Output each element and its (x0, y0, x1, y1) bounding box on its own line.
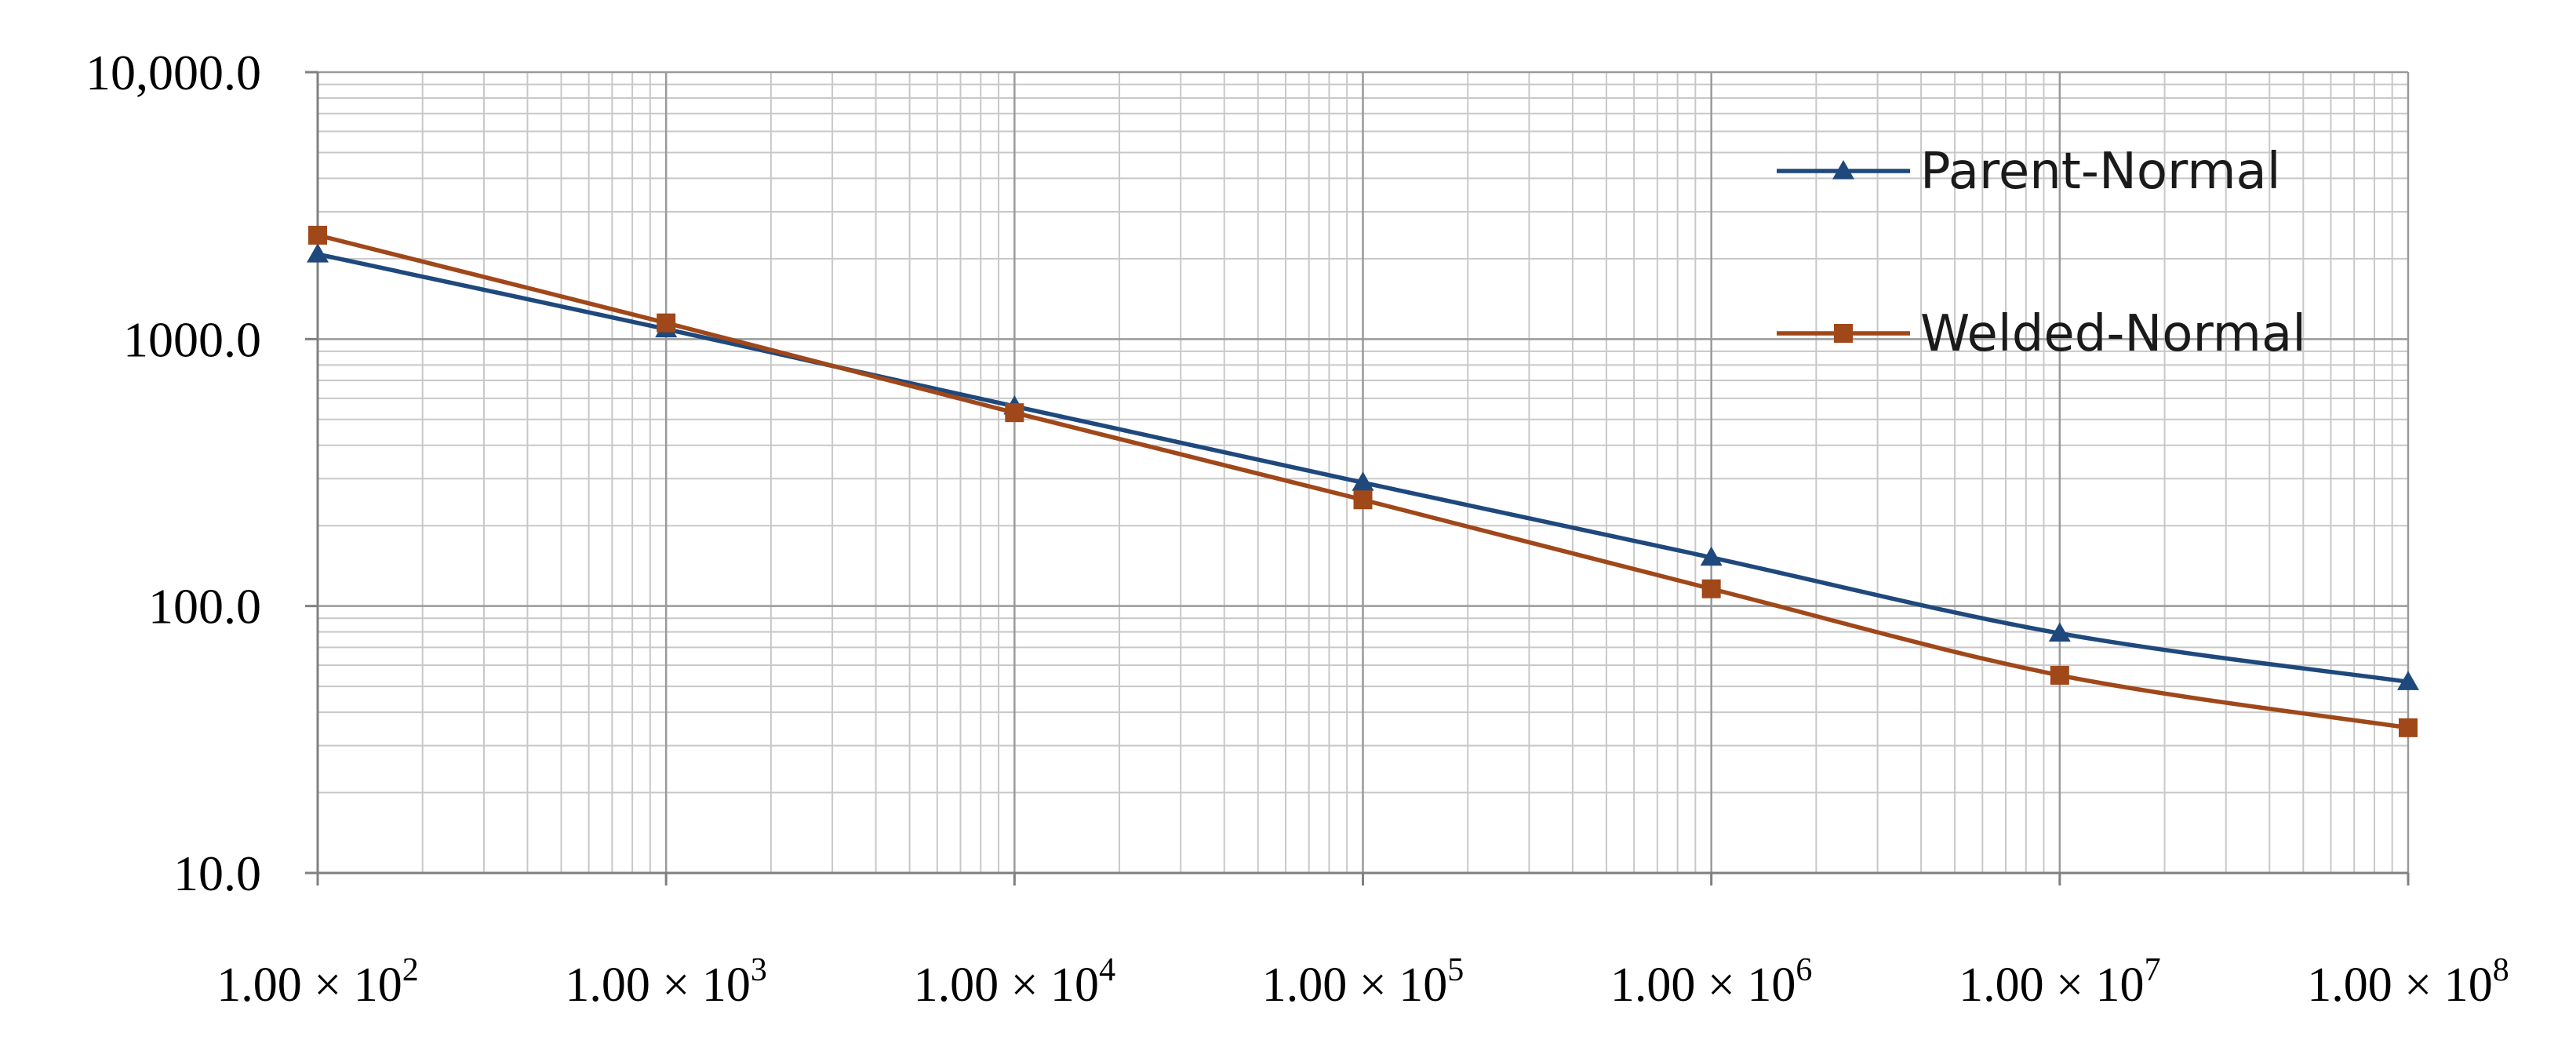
x-tick-label: 1.00 × 104 (914, 952, 1115, 1012)
legend-label: Welded-Normal (1920, 305, 2306, 363)
data-point (1352, 471, 1374, 491)
series-welded-normal (308, 225, 2418, 737)
x-tick-label-mantissa: 1.00 × 10 (1262, 958, 1447, 1012)
legend-entry: Welded-Normal (1777, 305, 2306, 363)
x-tick-label-mantissa: 1.00 × 10 (914, 958, 1099, 1012)
data-point (2048, 622, 2071, 642)
data-point (2397, 671, 2419, 690)
data-point (657, 313, 676, 333)
axes (305, 71, 2410, 886)
x-tick-label: 1.00 × 108 (2307, 952, 2509, 1012)
x-tick-label-exponent: 7 (2145, 952, 2161, 988)
data-point (2050, 666, 2069, 686)
x-tick-label: 1.00 × 103 (565, 952, 766, 1012)
data-point (2399, 718, 2418, 737)
x-tick-label-mantissa: 1.00 × 10 (565, 958, 750, 1012)
x-tick-label: 1.00 × 102 (216, 952, 418, 1012)
x-tick-label: 1.00 × 106 (1610, 952, 1812, 1012)
data-point (1005, 403, 1024, 423)
series-layer (307, 225, 2419, 737)
x-tick-label-exponent: 8 (2493, 952, 2509, 988)
x-tick-label-mantissa: 1.00 × 10 (2307, 958, 2492, 1012)
legend-entry: Parent-Normal (1777, 143, 2281, 201)
legend: Parent-Normal Welded-Normal (1777, 143, 2306, 363)
data-point (1700, 546, 1723, 566)
x-tick-label-mantissa: 1.00 × 10 (1959, 958, 2144, 1012)
x-tick-label-exponent: 6 (1796, 952, 1812, 988)
data-point (1353, 490, 1373, 510)
y-tick-label: 100.0 (148, 579, 261, 635)
x-tick-labels: 1.00 × 102 1.00 × 103 1.00 × 104 1.00 × 105… (216, 952, 2509, 1012)
legend-marker (1834, 324, 1853, 343)
x-tick-label-mantissa: 1.00 × 10 (1610, 958, 1796, 1012)
x-tick-label-mantissa: 1.00 × 10 (216, 958, 402, 1012)
x-tick-label-exponent: 2 (402, 952, 419, 988)
y-tick-label: 10.0 (173, 846, 261, 901)
data-point (308, 225, 327, 245)
y-tick-label: 1000.0 (123, 311, 261, 367)
x-tick-label-exponent: 3 (751, 952, 767, 988)
x-tick-label-exponent: 5 (1447, 952, 1464, 988)
x-tick-label: 1.00 × 105 (1262, 952, 1464, 1012)
legend-label: Parent-Normal (1920, 143, 2281, 201)
y-tick-label: 10,000.0 (86, 45, 261, 100)
x-tick-label: 1.00 × 107 (1959, 952, 2160, 1012)
y-tick-labels: 10.0 100.0 1000.0 10,000.0 (86, 45, 261, 901)
x-tick-label-exponent: 4 (1099, 952, 1115, 988)
data-point (1701, 579, 1721, 598)
data-point (307, 243, 329, 263)
legend-marker (1832, 160, 1854, 180)
